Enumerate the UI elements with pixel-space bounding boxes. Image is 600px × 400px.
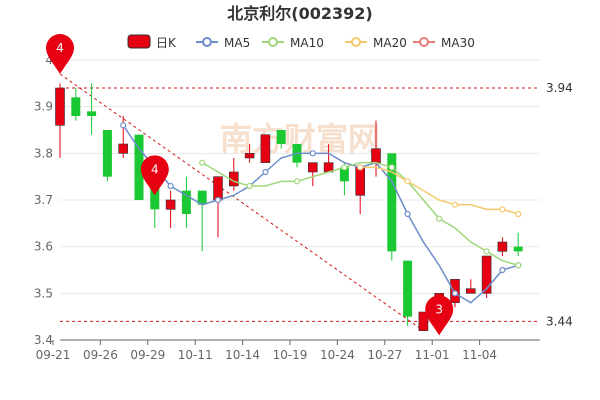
pin-marker — [425, 295, 454, 336]
x-tick-label: 10-27 — [367, 348, 402, 362]
ma10-point — [388, 164, 395, 171]
reference-line-label: 3.94 — [546, 81, 573, 95]
x-tick-label: 11-01 — [415, 348, 450, 362]
candle-body — [371, 148, 381, 163]
ma5-point — [499, 266, 506, 274]
candle-body — [339, 167, 349, 182]
pin-marker — [140, 155, 169, 196]
x-tick-label: 10-19 — [273, 348, 308, 362]
legend-swatch-dot — [419, 37, 429, 47]
ma5-point — [214, 196, 222, 204]
ma10-point — [515, 262, 522, 269]
ma5-line — [122, 124, 519, 304]
x-tick-label: 09-21 — [36, 348, 71, 362]
pin-label: 3 — [435, 302, 443, 316]
candle-body — [387, 153, 397, 252]
candle-body — [481, 255, 492, 294]
candle-body — [87, 111, 97, 116]
ma20-point — [357, 164, 364, 171]
candle-body — [213, 176, 223, 201]
legend-label: MA10 — [290, 36, 324, 50]
x-tick-label: 09-26 — [83, 348, 118, 362]
ma5-point — [309, 150, 316, 157]
candle-body — [276, 130, 286, 144]
ma10-point — [246, 182, 253, 190]
y-tick-label: 3.9 — [34, 100, 53, 114]
y-tick-label: 3.4 — [34, 333, 53, 347]
candle-body — [244, 153, 255, 159]
trend-line — [59, 73, 424, 332]
x-tick-label: 09-29 — [130, 348, 165, 362]
ma5-point — [451, 290, 459, 297]
ma5-point — [167, 182, 174, 190]
legend-label: MA30 — [441, 36, 475, 50]
candle-body — [497, 241, 508, 252]
x-tick-label: 10-24 — [320, 348, 355, 362]
candle-body — [102, 130, 112, 177]
legend-swatch-daily-k — [127, 34, 151, 49]
candle-body — [55, 87, 65, 126]
ma20-point — [515, 210, 522, 218]
candle-body — [134, 134, 144, 200]
candle-body — [197, 190, 207, 205]
candle-body — [513, 246, 523, 252]
legend-swatch-dot — [351, 37, 361, 47]
ma5-point — [404, 210, 411, 218]
chart-title: 北京利尔(002392) — [227, 4, 372, 23]
y-tick-label: 3.5 — [34, 286, 53, 300]
ma10-point — [341, 164, 348, 171]
legend-label: MA5 — [224, 36, 250, 50]
pin-label: 4 — [151, 162, 159, 176]
candle-body — [465, 288, 476, 294]
legend-swatch-dot — [268, 37, 278, 47]
ma10-point — [199, 159, 206, 166]
legend: 日K MA5 MA10 MA20 MA30 — [127, 34, 475, 50]
candle-body — [260, 134, 271, 163]
ma10-point — [436, 215, 443, 222]
candle-body — [71, 97, 81, 116]
y-tick-label: 3.7 — [34, 193, 53, 207]
pin-marker — [46, 34, 74, 74]
ma10-line — [201, 161, 519, 267]
reference-line-label: 3.44 — [546, 314, 573, 328]
ma10-point — [483, 248, 490, 255]
x-tick-label: 11-04 — [462, 348, 497, 362]
candle-body — [307, 162, 318, 173]
candle-body — [118, 143, 128, 154]
candle-body — [181, 190, 191, 214]
ma20-point — [499, 206, 506, 213]
candle-body — [165, 199, 176, 210]
ma20-point — [451, 201, 459, 208]
ma10-point — [293, 178, 301, 185]
pin-label: 4 — [56, 41, 64, 55]
legend-label: 日K — [156, 36, 177, 50]
y-tick-label: 4 — [45, 53, 53, 67]
x-tick-label: 10-14 — [225, 348, 260, 362]
y-tick-label: 3.6 — [34, 240, 53, 254]
candle-body — [418, 311, 429, 331]
legend-label: MA20 — [373, 36, 407, 50]
candle-body — [403, 260, 413, 317]
ma20-point — [404, 178, 411, 185]
ma20-line — [360, 166, 519, 215]
ma5-point — [120, 122, 127, 129]
legend-swatch-dot — [202, 37, 212, 47]
x-tick-label: 10-11 — [178, 348, 213, 362]
candle-body — [150, 186, 160, 210]
candle-body — [355, 167, 366, 196]
ma5-point — [262, 168, 269, 176]
y-tick-label: 3.8 — [34, 146, 53, 160]
